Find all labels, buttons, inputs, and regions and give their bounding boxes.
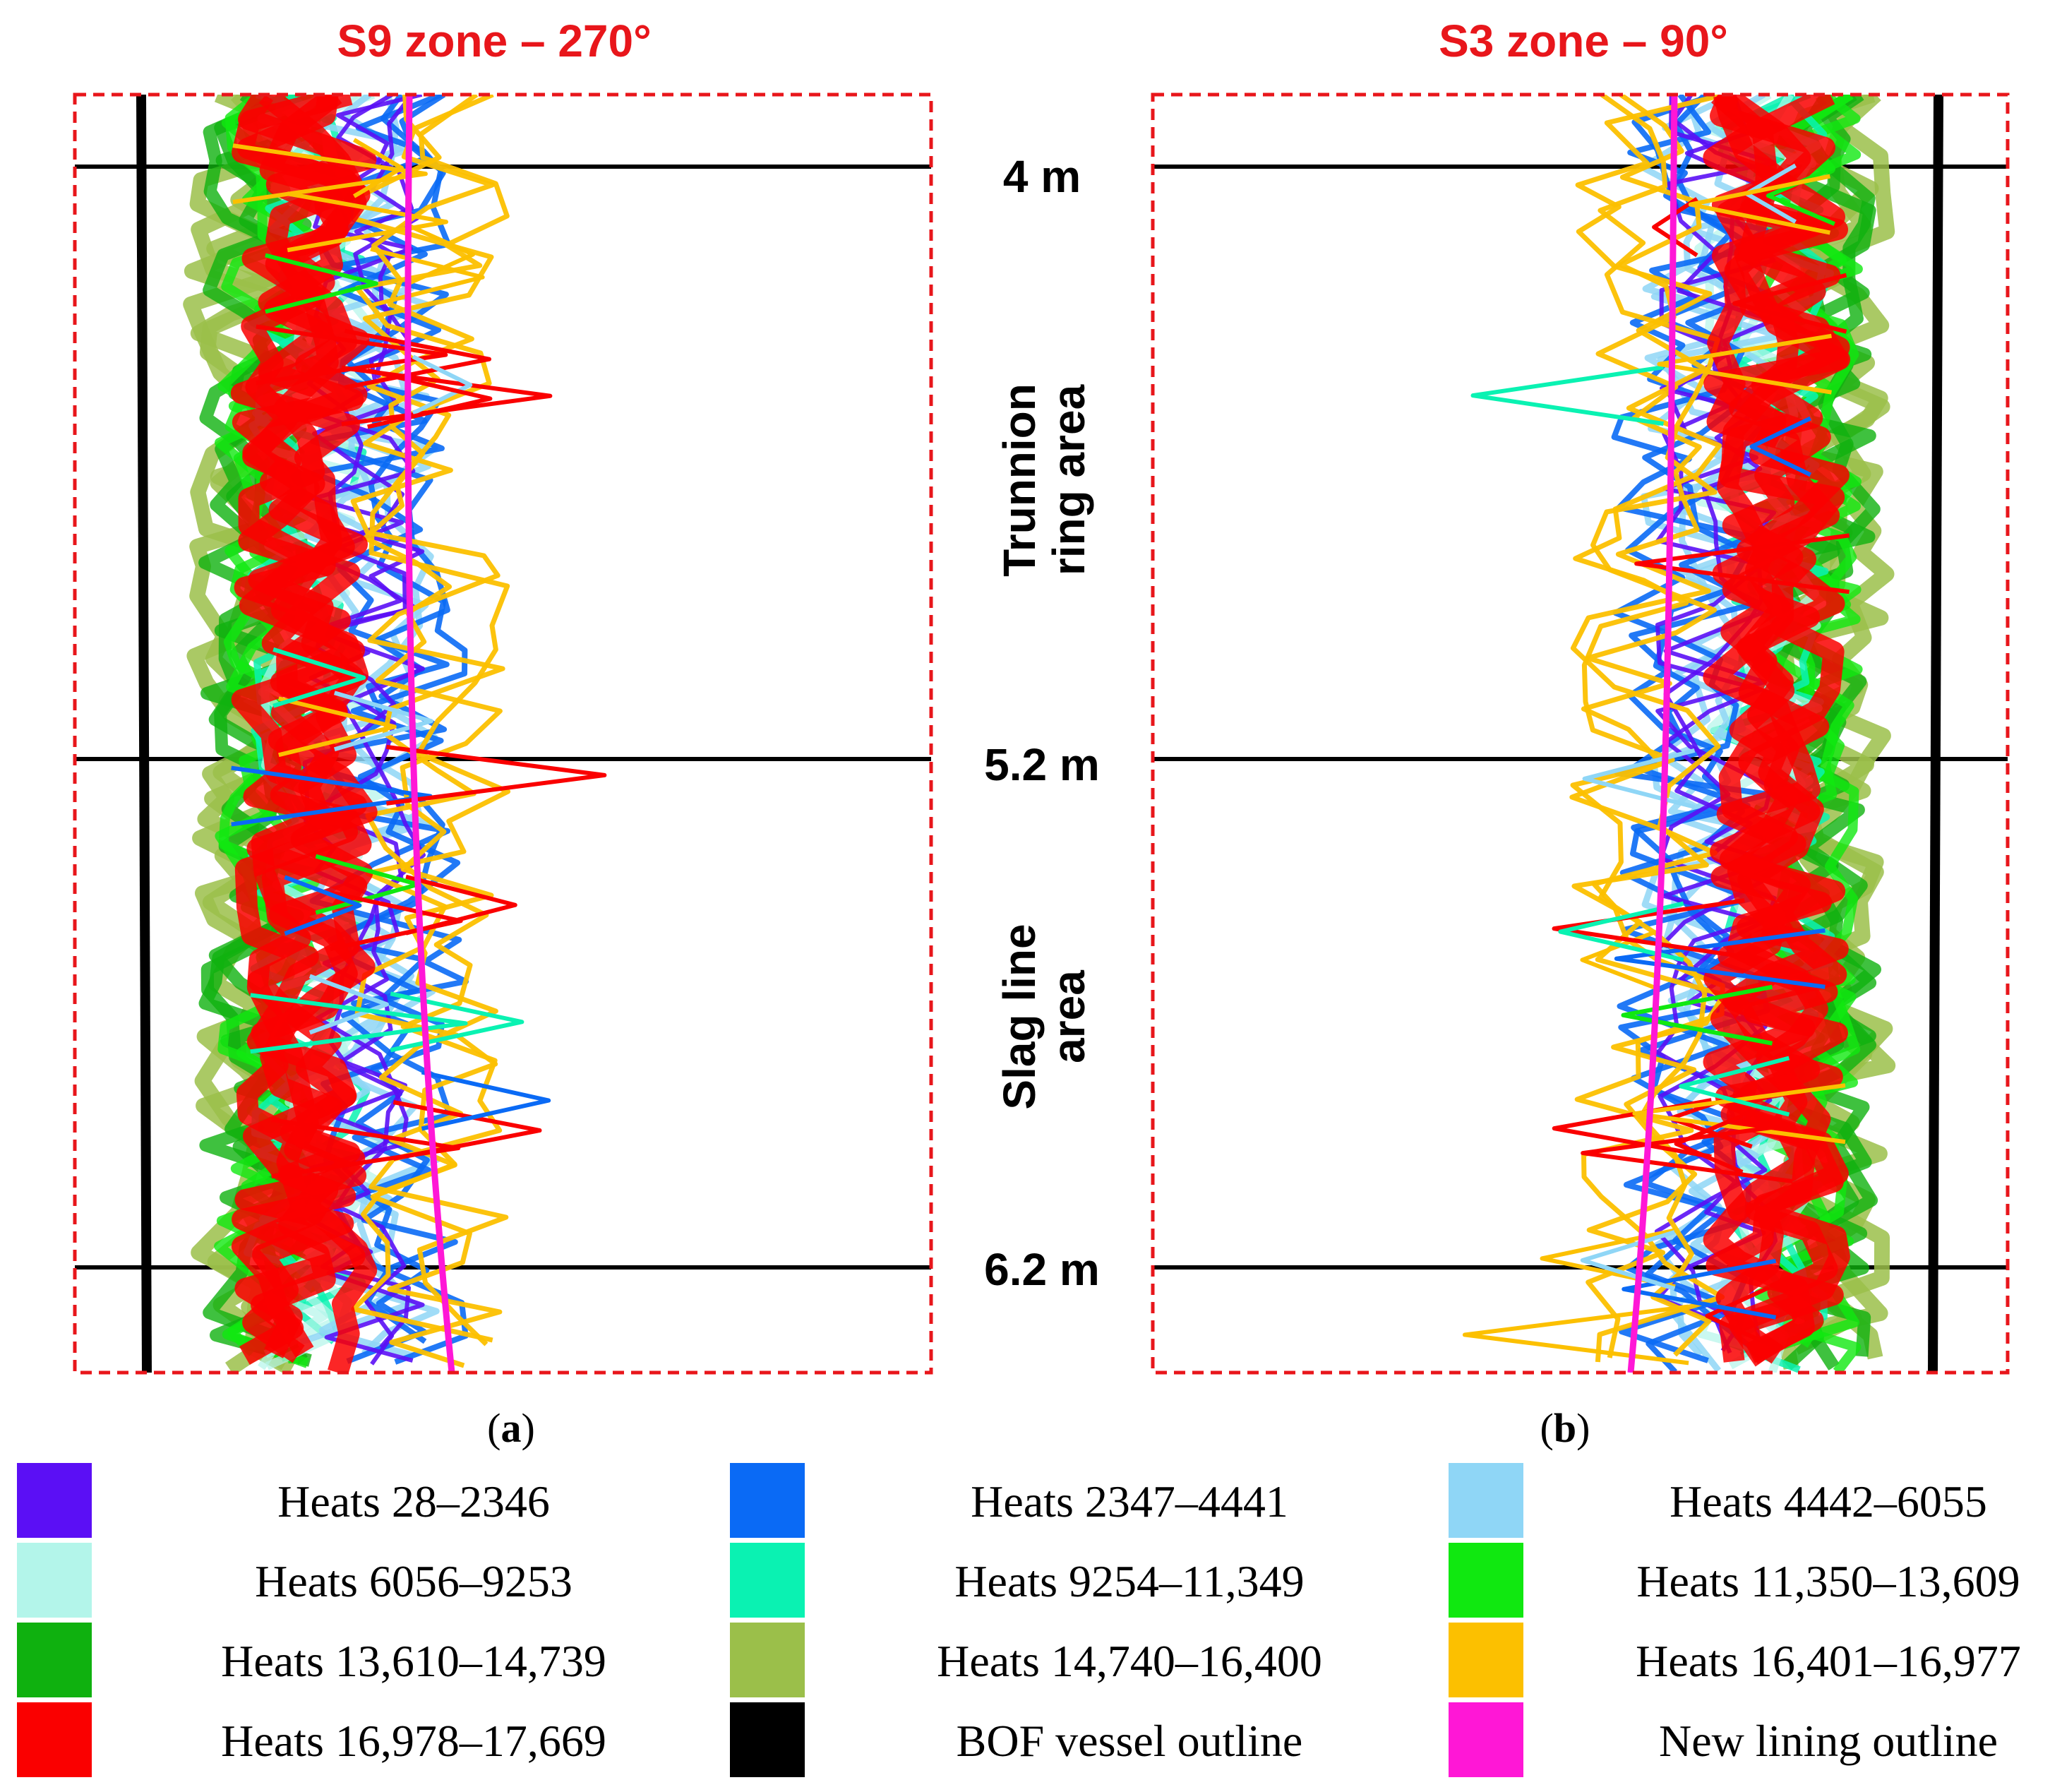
depth-label-5-2m: 5.2 m (984, 739, 1100, 790)
legend-label-9: Heats 16,978–17,669 (221, 1716, 606, 1766)
heat-spike-8 (287, 191, 448, 253)
legend-swatch-8 (1449, 1623, 1523, 1697)
new-lining-outline (1627, 95, 1678, 1373)
heat-spike-9 (1634, 533, 1850, 595)
legend-label-3: Heats 6056–9253 (255, 1556, 573, 1606)
legend-swatch-10 (730, 1702, 805, 1777)
heat-profile-9 (231, 95, 378, 1373)
new-lining-outline (404, 95, 455, 1373)
area-label-trunnion-line2: ring area (1043, 384, 1094, 575)
heat-spike-2 (333, 691, 433, 752)
panel-b-plot (1153, 95, 2008, 1373)
legend-swatch-9 (17, 1702, 92, 1777)
heat-spike-4 (272, 647, 366, 708)
heat-spike-9 (1674, 1113, 1744, 1174)
legend-label-11: New lining outline (1659, 1716, 1998, 1766)
heat-spike-2 (412, 354, 473, 415)
area-label-trunnion-line1: Trunnion (994, 383, 1045, 577)
panel-a-frame (73, 92, 933, 1375)
heat-spike-8 (1462, 1304, 1689, 1366)
area-label-slag-line2: area (1043, 970, 1094, 1063)
bof-vessel-outline (136, 95, 152, 1373)
heat-spike-9 (1581, 1123, 1793, 1184)
heat-spike-4 (1679, 1056, 1790, 1117)
legend-label-10: BOF vessel outline (957, 1716, 1303, 1766)
heat-spike-2 (308, 974, 389, 1035)
panel-b-frame (1151, 92, 2010, 1375)
heat-spike-4 (250, 993, 468, 1054)
heat-spike-2 (1582, 748, 1696, 809)
legend-swatch-11 (1449, 1702, 1523, 1777)
heat-spike-4 (1470, 365, 1664, 426)
heat-spike-5 (1766, 165, 1835, 226)
legend-label-0: Heats 28–2346 (277, 1476, 550, 1527)
legend-swatch-1 (730, 1463, 805, 1538)
heat-spike-1 (1614, 928, 1826, 989)
depth-label-4m: 4 m (1003, 151, 1081, 202)
legend-label-2: Heats 4442–6055 (1670, 1476, 1987, 1527)
heat-spike-8 (1688, 174, 1830, 235)
legend-swatch-5 (1449, 1543, 1523, 1618)
heat-spike-1 (1749, 416, 1812, 477)
heat-profile-9 (232, 95, 376, 1358)
heat-spike-8 (409, 224, 476, 285)
heat-spike-5 (1621, 984, 1773, 1046)
heat-spike-8 (1632, 1083, 1846, 1145)
legend-swatch-0 (17, 1463, 92, 1538)
heat-profile-9 (231, 95, 378, 1358)
legend-swatch-3 (17, 1543, 92, 1618)
panel-b-sublabel: (b) (1540, 1405, 1590, 1451)
heat-spike-4 (1558, 901, 1684, 962)
heat-spike-5 (265, 253, 378, 314)
legend-label-7: Heats 14,740–16,400 (937, 1636, 1322, 1686)
heat-spike-8 (232, 143, 428, 205)
panel-a-plot (75, 95, 931, 1373)
legend-label-1: Heats 2347–4441 (971, 1476, 1288, 1527)
heat-spike-1 (284, 875, 362, 936)
heat-spike-9 (329, 890, 463, 952)
legend-swatch-7 (730, 1623, 805, 1697)
heat-spike-9 (1652, 197, 1698, 258)
heat-spike-8 (278, 696, 397, 758)
heat-spike-1 (1622, 1258, 1777, 1320)
legend-label-8: Heats 16,401–16,977 (1636, 1636, 2021, 1686)
heat-spike-9 (1552, 898, 1745, 960)
depth-label-6-2m: 6.2 m (984, 1244, 1100, 1295)
legend-swatch-2 (1449, 1463, 1523, 1538)
bof-vessel-outline (1928, 95, 1943, 1373)
panel-a-sublabel: (a) (487, 1405, 535, 1451)
area-label-slag-line1: Slag line (994, 924, 1045, 1109)
heat-spike-8 (1657, 333, 1832, 395)
heat-spike-9 (256, 324, 448, 386)
legend-label-5: Heats 11,350–13,609 (1636, 1556, 2020, 1606)
legend-label-6: Heats 13,610–14,739 (221, 1636, 606, 1686)
heat-profile-1 (325, 95, 469, 1365)
legend: Heats 28–2346 Heats 2347–4441 Heats 4442–6… (17, 1463, 2021, 1777)
heat-spike-9 (271, 1118, 461, 1178)
panel-b-title: S3 zone – 90° (1439, 16, 1728, 66)
heat-spike-1 (421, 1070, 551, 1131)
heat-spike-8 (352, 138, 404, 198)
heat-spike-4 (390, 991, 525, 1053)
panel-a-title: S9 zone – 270° (337, 16, 651, 66)
legend-label-4: Heats 9254–11,349 (954, 1556, 1304, 1606)
legend-swatch-6 (17, 1623, 92, 1697)
legend-swatch-4 (730, 1543, 805, 1618)
heat-spike-9 (1732, 273, 1847, 334)
heat-spike-9 (1705, 1286, 1770, 1346)
heat-spike-9 (386, 744, 607, 806)
